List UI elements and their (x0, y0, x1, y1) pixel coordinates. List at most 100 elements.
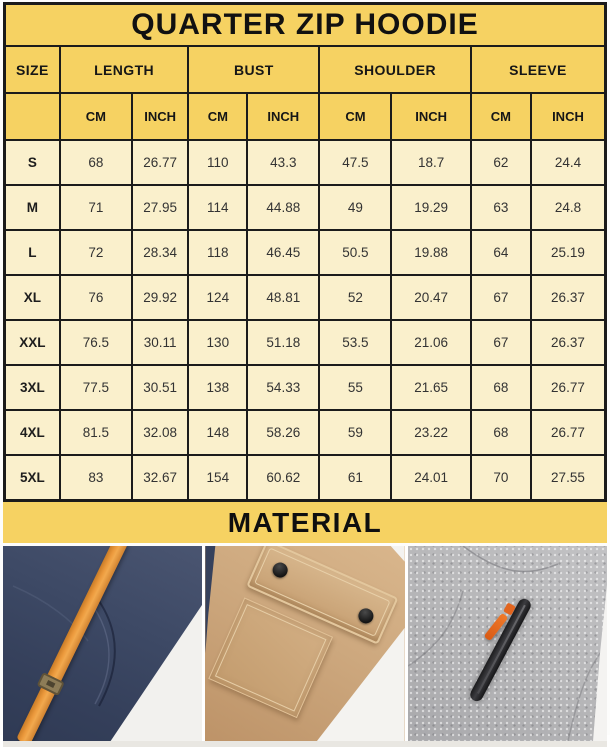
unit-header-bust-inch: INCH (246, 92, 321, 141)
cell-bust-cm: 138 (187, 364, 249, 411)
cell-length-cm: 76 (58, 274, 133, 321)
cell-bust-inch: 46.45 (246, 229, 321, 276)
cell-shoulder-cm: 55 (318, 364, 393, 411)
cell-shoulder-inch: 20.47 (390, 274, 472, 321)
unit-header-sleeve-inch: INCH (529, 92, 607, 141)
cell-sleeve-cm: 67 (469, 274, 532, 321)
cell-bust-inch: 60.62 (246, 454, 321, 502)
material-heading: MATERIAL (3, 502, 607, 543)
unit-header-shoulder-cm: CM (318, 92, 393, 141)
navy-fabric-orange-drawstring-photo (3, 546, 203, 741)
column-group-length: LENGTH (58, 45, 190, 94)
cell-sleeve-inch: 24.8 (529, 184, 607, 231)
cell-sleeve-inch: 26.77 (529, 409, 607, 456)
size-row-3xl: 3XL 77.5 30.51 138 54.33 55 21.65 68 26.77 (3, 364, 607, 411)
cell-length-cm: 72 (58, 229, 133, 276)
column-group-bust: BUST (187, 45, 321, 94)
cell-length-cm: 77.5 (58, 364, 133, 411)
cell-bust-cm: 130 (187, 319, 249, 366)
cell-length-cm: 81.5 (58, 409, 133, 456)
corner-empty-cell (3, 92, 61, 141)
cell-bust-cm: 118 (187, 229, 249, 276)
cell-sleeve-cm: 64 (469, 229, 532, 276)
unit-header-row: CM INCH CM INCH CM INCH CM INCH (3, 92, 607, 141)
cell-bust-inch: 43.3 (246, 139, 321, 186)
cell-bust-inch: 58.26 (246, 409, 321, 456)
column-header-size: SIZE (3, 45, 61, 94)
cell-length-cm: 68 (58, 139, 133, 186)
material-photo-strip (3, 546, 607, 741)
cell-shoulder-inch: 24.01 (390, 454, 472, 502)
unit-header-bust-cm: CM (187, 92, 249, 141)
cell-shoulder-inch: 21.65 (390, 364, 472, 411)
size-row-4xl: 4XL 81.5 32.08 148 58.26 59 23.22 68 26.77 (3, 409, 607, 456)
page-background-strip (3, 741, 607, 747)
cell-bust-cm: 110 (187, 139, 249, 186)
cell-bust-inch: 44.88 (246, 184, 321, 231)
cell-shoulder-cm: 50.5 (318, 229, 393, 276)
measure-group-header-row: SIZE LENGTH BUST SHOULDER SLEEVE (3, 45, 607, 94)
size-chart-table: QUARTER ZIP HOODIE SIZE LENGTH BUST SHOULDE… (3, 2, 607, 502)
size-row-l: L 72 28.34 118 46.45 50.5 19.88 64 25.19 (3, 229, 607, 276)
khaki-snap-flap-pocket-photo (205, 546, 405, 741)
cell-length-inch: 30.51 (130, 364, 190, 411)
cell-shoulder-cm: 49 (318, 184, 393, 231)
cell-length-inch: 29.92 (130, 274, 190, 321)
cell-length-inch: 32.08 (130, 409, 190, 456)
size-label: XXL (3, 319, 61, 366)
cell-bust-cm: 148 (187, 409, 249, 456)
cell-length-cm: 71 (58, 184, 133, 231)
cell-sleeve-inch: 24.4 (529, 139, 607, 186)
cell-sleeve-cm: 68 (469, 409, 532, 456)
size-label: S (3, 139, 61, 186)
cell-sleeve-cm: 63 (469, 184, 532, 231)
column-group-shoulder: SHOULDER (318, 45, 472, 94)
cell-shoulder-inch: 19.29 (390, 184, 472, 231)
size-row-m: M 71 27.95 114 44.88 49 19.29 63 24.8 (3, 184, 607, 231)
cell-length-inch: 30.11 (130, 319, 190, 366)
cell-bust-inch: 48.81 (246, 274, 321, 321)
cell-bust-cm: 124 (187, 274, 249, 321)
size-row-5xl: 5XL 83 32.67 154 60.62 61 24.01 70 27.55 (3, 454, 607, 502)
size-row-xl: XL 76 29.92 124 48.81 52 20.47 67 26.37 (3, 274, 607, 321)
cell-length-cm: 83 (58, 454, 133, 502)
unit-header-sleeve-cm: CM (469, 92, 532, 141)
cell-sleeve-inch: 27.55 (529, 454, 607, 502)
cell-length-inch: 32.67 (130, 454, 190, 502)
cell-shoulder-inch: 19.88 (390, 229, 472, 276)
cell-length-inch: 26.77 (130, 139, 190, 186)
cell-shoulder-inch: 18.7 (390, 139, 472, 186)
cell-sleeve-inch: 26.37 (529, 274, 607, 321)
cell-sleeve-inch: 26.77 (529, 364, 607, 411)
cell-shoulder-cm: 61 (318, 454, 393, 502)
size-row-xxl: XXL 76.5 30.11 130 51.18 53.5 21.06 67 26.37 (3, 319, 607, 366)
page-title: QUARTER ZIP HOODIE (3, 2, 607, 47)
size-row-s: S 68 26.77 110 43.3 47.5 18.7 62 24.4 (3, 139, 607, 186)
cell-shoulder-inch: 21.06 (390, 319, 472, 366)
cell-length-cm: 76.5 (58, 319, 133, 366)
title-row: QUARTER ZIP HOODIE (3, 2, 607, 47)
cell-sleeve-cm: 67 (469, 319, 532, 366)
cell-bust-inch: 51.18 (246, 319, 321, 366)
cell-sleeve-cm: 62 (469, 139, 532, 186)
unit-header-length-inch: INCH (130, 92, 190, 141)
cell-sleeve-inch: 26.37 (529, 319, 607, 366)
cell-shoulder-cm: 52 (318, 274, 393, 321)
cell-shoulder-inch: 23.22 (390, 409, 472, 456)
cell-length-inch: 28.34 (130, 229, 190, 276)
size-label: 4XL (3, 409, 61, 456)
column-group-sleeve: SLEEVE (469, 45, 607, 94)
cell-sleeve-cm: 70 (469, 454, 532, 502)
cell-shoulder-cm: 47.5 (318, 139, 393, 186)
unit-header-length-cm: CM (58, 92, 133, 141)
size-label: XL (3, 274, 61, 321)
size-label: 3XL (3, 364, 61, 411)
gray-fleece-zipper-pocket-photo (407, 546, 607, 741)
cell-shoulder-cm: 53.5 (318, 319, 393, 366)
cell-bust-cm: 114 (187, 184, 249, 231)
size-label: M (3, 184, 61, 231)
unit-header-shoulder-inch: INCH (390, 92, 472, 141)
cell-bust-cm: 154 (187, 454, 249, 502)
cell-sleeve-cm: 68 (469, 364, 532, 411)
